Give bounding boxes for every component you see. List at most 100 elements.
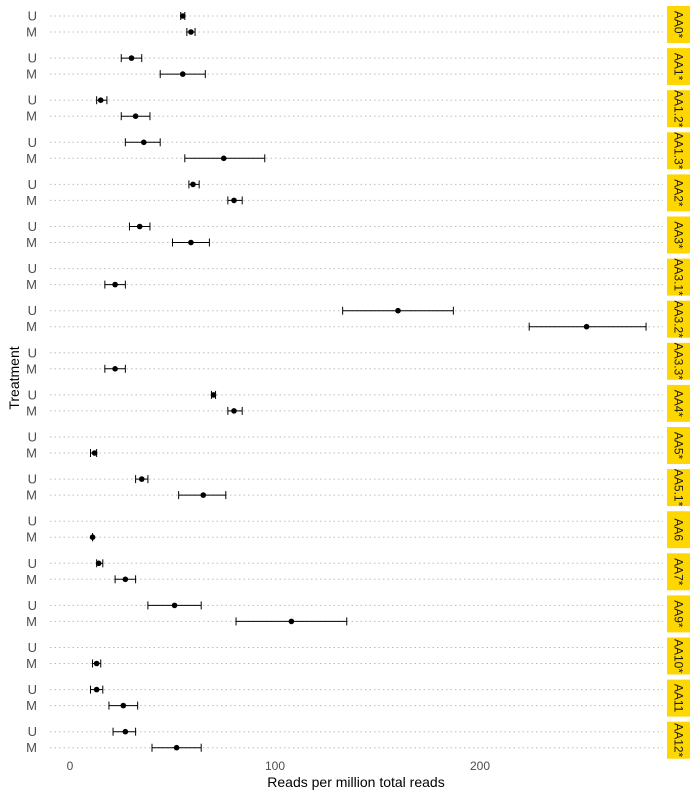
facet-label: AA1.3* [672, 132, 686, 170]
facet-label: AA1.2* [672, 90, 686, 128]
data-point [138, 476, 145, 482]
row-label: M [26, 277, 37, 292]
row-label: M [26, 488, 37, 503]
facet-label: AA3.1* [672, 258, 686, 296]
facet-strip [667, 6, 690, 43]
facet-label: AA5* [672, 432, 686, 460]
data-point [188, 239, 194, 246]
row-label: M [26, 151, 37, 166]
row-label: M [26, 319, 37, 334]
data-point [132, 113, 139, 119]
facet-label: AA2* [672, 179, 686, 207]
data-point [89, 534, 96, 540]
data-point [128, 55, 135, 61]
data-point [231, 408, 237, 414]
x-tick-label: 200 [470, 759, 490, 773]
row-label: U [28, 177, 37, 192]
row-label: U [28, 345, 37, 360]
facet-label: AA3.2* [672, 301, 686, 339]
data-point [120, 702, 127, 709]
row-label: M [26, 572, 37, 587]
row-label: U [28, 303, 37, 318]
facet-strip [667, 90, 690, 128]
data-point [122, 576, 129, 583]
data-point [93, 686, 100, 693]
facet-label: AA7* [672, 558, 686, 586]
data-point [136, 223, 143, 230]
facet-label: AA0* [672, 11, 686, 39]
facet-strip [667, 511, 690, 549]
facet-label: AA12* [672, 723, 686, 757]
facet-strip [667, 48, 690, 86]
row-label: U [28, 93, 37, 108]
facet-label: AA3* [672, 221, 686, 249]
row-label: U [28, 472, 37, 487]
data-point [188, 29, 194, 35]
data-point [210, 392, 217, 398]
data-point [97, 97, 104, 103]
row-label: M [26, 235, 37, 250]
data-point [200, 492, 207, 498]
row-label: M [26, 656, 37, 671]
facet-strip [667, 384, 690, 422]
data-point [179, 13, 186, 19]
x-axis-title: Reads per million total reads [267, 774, 444, 790]
facet-strip [667, 174, 690, 212]
x-tick-label: 100 [265, 759, 285, 773]
row-label: M [26, 193, 37, 208]
data-point [93, 660, 100, 667]
facet-strip [667, 553, 690, 591]
row-label: M [26, 361, 37, 376]
data-point [112, 366, 118, 372]
facet-strip [667, 427, 690, 464]
x-tick-label: 0 [67, 759, 74, 773]
facet-label: AA5.1* [672, 469, 686, 507]
row-label: M [26, 740, 37, 755]
data-point [583, 323, 590, 330]
facet-label: AA10* [672, 639, 686, 673]
data-point [173, 744, 180, 751]
row-label: U [28, 9, 37, 24]
data-point [190, 181, 196, 188]
facet-label: AA6 [672, 518, 686, 541]
row-label: U [28, 387, 37, 402]
row-label: U [28, 261, 37, 276]
data-point [122, 728, 129, 735]
facet-strip [667, 595, 690, 633]
row-label: U [28, 135, 37, 150]
data-point [112, 281, 118, 288]
row-label: U [28, 514, 37, 529]
row-label: U [28, 640, 37, 655]
facet-label: AA3.3* [672, 343, 686, 381]
y-axis-title: Treatment [6, 346, 22, 409]
row-label: M [26, 109, 37, 124]
facet-strip [667, 342, 690, 380]
facet-strip [667, 216, 690, 254]
data-point [95, 560, 102, 567]
row-label: U [28, 724, 37, 739]
row-label: M [26, 67, 37, 82]
data-point [141, 139, 147, 146]
row-label: M [26, 614, 37, 629]
row-label: M [26, 698, 37, 713]
data-point [179, 71, 186, 77]
facet-strip [667, 258, 690, 296]
row-label: U [28, 682, 37, 697]
facet-strip [667, 637, 690, 675]
row-label: M [26, 25, 37, 40]
row-label: M [26, 403, 37, 418]
data-point [395, 307, 401, 314]
facet-label: AA9* [672, 600, 686, 628]
row-label: U [28, 430, 37, 445]
facet-label: AA11 [672, 684, 686, 713]
row-label: U [28, 556, 37, 571]
facet-strip [667, 132, 690, 170]
data-point [91, 450, 98, 456]
facet-label: AA4* [672, 390, 686, 418]
row-label: M [26, 530, 37, 545]
row-label: U [28, 51, 37, 66]
data-point [288, 618, 295, 625]
data-point [220, 155, 227, 162]
